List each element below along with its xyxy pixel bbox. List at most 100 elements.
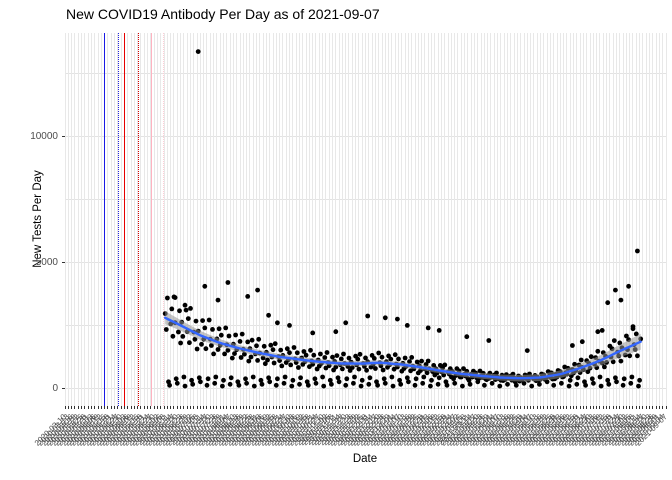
x-gridline — [206, 33, 208, 406]
x-tick-mark — [345, 406, 347, 409]
x-gridline — [107, 33, 109, 406]
x-tick-mark — [196, 406, 198, 409]
x-gridline — [457, 33, 459, 406]
x-gridline — [358, 33, 360, 406]
x-gridline — [120, 33, 122, 406]
x-tick-mark — [246, 406, 248, 409]
x-tick-mark — [322, 406, 324, 409]
x-gridline — [645, 33, 647, 406]
x-tick-mark — [543, 406, 545, 409]
x-tick-mark — [232, 406, 234, 409]
x-gridline — [133, 33, 135, 406]
x-gridline — [497, 33, 499, 406]
x-tick-mark — [414, 406, 416, 409]
x-tick-mark — [440, 406, 442, 409]
x-gridline — [411, 33, 413, 406]
x-gridline — [424, 33, 426, 406]
x-tick-mark — [94, 406, 96, 409]
x-tick-mark — [315, 406, 317, 409]
x-gridline — [341, 33, 343, 406]
x-gridline — [196, 33, 198, 406]
x-gridline — [213, 33, 215, 406]
x-tick-mark — [652, 406, 654, 409]
x-gridline — [81, 33, 82, 406]
x-tick-mark — [642, 406, 644, 409]
x-tick-mark — [665, 406, 667, 409]
x-tick-mark — [166, 406, 168, 409]
x-gridline — [506, 33, 508, 406]
x-tick-mark — [592, 406, 594, 409]
x-tick-mark — [586, 406, 588, 409]
x-tick-mark — [612, 406, 614, 409]
x-tick-mark — [71, 406, 73, 409]
x-tick-mark — [292, 406, 294, 409]
x-tick-mark — [137, 406, 139, 409]
x-tick-mark — [170, 406, 172, 409]
x-tick-mark — [67, 406, 69, 409]
x-tick-mark — [589, 406, 591, 409]
x-tick-mark — [259, 406, 261, 409]
x-tick-mark — [163, 406, 165, 409]
x-gridline — [153, 33, 155, 406]
x-gridline — [477, 33, 479, 406]
x-tick-mark — [632, 406, 634, 409]
x-tick-mark — [325, 406, 327, 409]
x-gridline — [440, 33, 442, 406]
x-tick-mark — [447, 406, 449, 409]
x-tick-mark — [662, 406, 664, 409]
x-gridline — [483, 33, 485, 406]
x-gridline — [77, 33, 79, 406]
x-tick-mark — [90, 406, 92, 409]
x-tick-mark — [559, 406, 561, 409]
x-gridline — [114, 33, 116, 406]
x-tick-mark — [437, 406, 439, 409]
x-gridline — [421, 33, 423, 406]
x-gridline — [100, 33, 102, 406]
x-gridline — [602, 33, 604, 406]
x-tick-mark — [156, 406, 158, 409]
x-gridline — [371, 33, 373, 406]
x-gridline — [176, 33, 178, 406]
x-tick-mark — [487, 406, 489, 409]
x-tick-mark — [648, 406, 650, 409]
x-tick-mark — [160, 406, 162, 409]
x-tick-mark — [427, 406, 429, 409]
x-tick-mark — [133, 406, 135, 409]
x-gridline — [540, 33, 542, 406]
x-tick-mark — [249, 406, 251, 409]
x-tick-mark — [318, 406, 320, 409]
x-gridline — [490, 33, 492, 406]
x-gridline — [381, 33, 383, 406]
x-gridline — [74, 33, 76, 406]
y-tick-mark — [62, 135, 65, 137]
x-tick-mark — [384, 406, 386, 409]
x-gridline — [536, 33, 538, 406]
x-tick-mark — [658, 406, 660, 409]
x-gridline — [289, 33, 291, 406]
x-gridline — [374, 33, 376, 406]
x-gridline — [586, 33, 588, 406]
x-tick-mark — [87, 406, 89, 409]
x-tick-mark — [467, 406, 469, 409]
x-tick-mark — [114, 406, 116, 409]
x-tick-mark — [64, 406, 66, 409]
x-tick-mark — [421, 406, 423, 409]
x-gridline — [596, 33, 598, 406]
x-gridline — [265, 33, 267, 406]
y-tick-label: 0 — [52, 382, 58, 394]
x-tick-mark — [381, 406, 383, 409]
x-tick-mark — [123, 406, 125, 409]
x-tick-mark — [289, 406, 291, 409]
x-tick-mark — [110, 406, 112, 409]
x-tick-mark — [100, 406, 102, 409]
x-gridline — [87, 33, 89, 406]
x-gridline — [569, 33, 571, 406]
x-tick-mark — [216, 406, 218, 409]
x-gridline — [437, 33, 439, 406]
x-gridline — [338, 33, 340, 406]
x-gridline — [652, 33, 654, 406]
x-tick-mark — [497, 406, 499, 409]
x-tick-mark — [490, 406, 492, 409]
x-gridline — [298, 33, 300, 406]
